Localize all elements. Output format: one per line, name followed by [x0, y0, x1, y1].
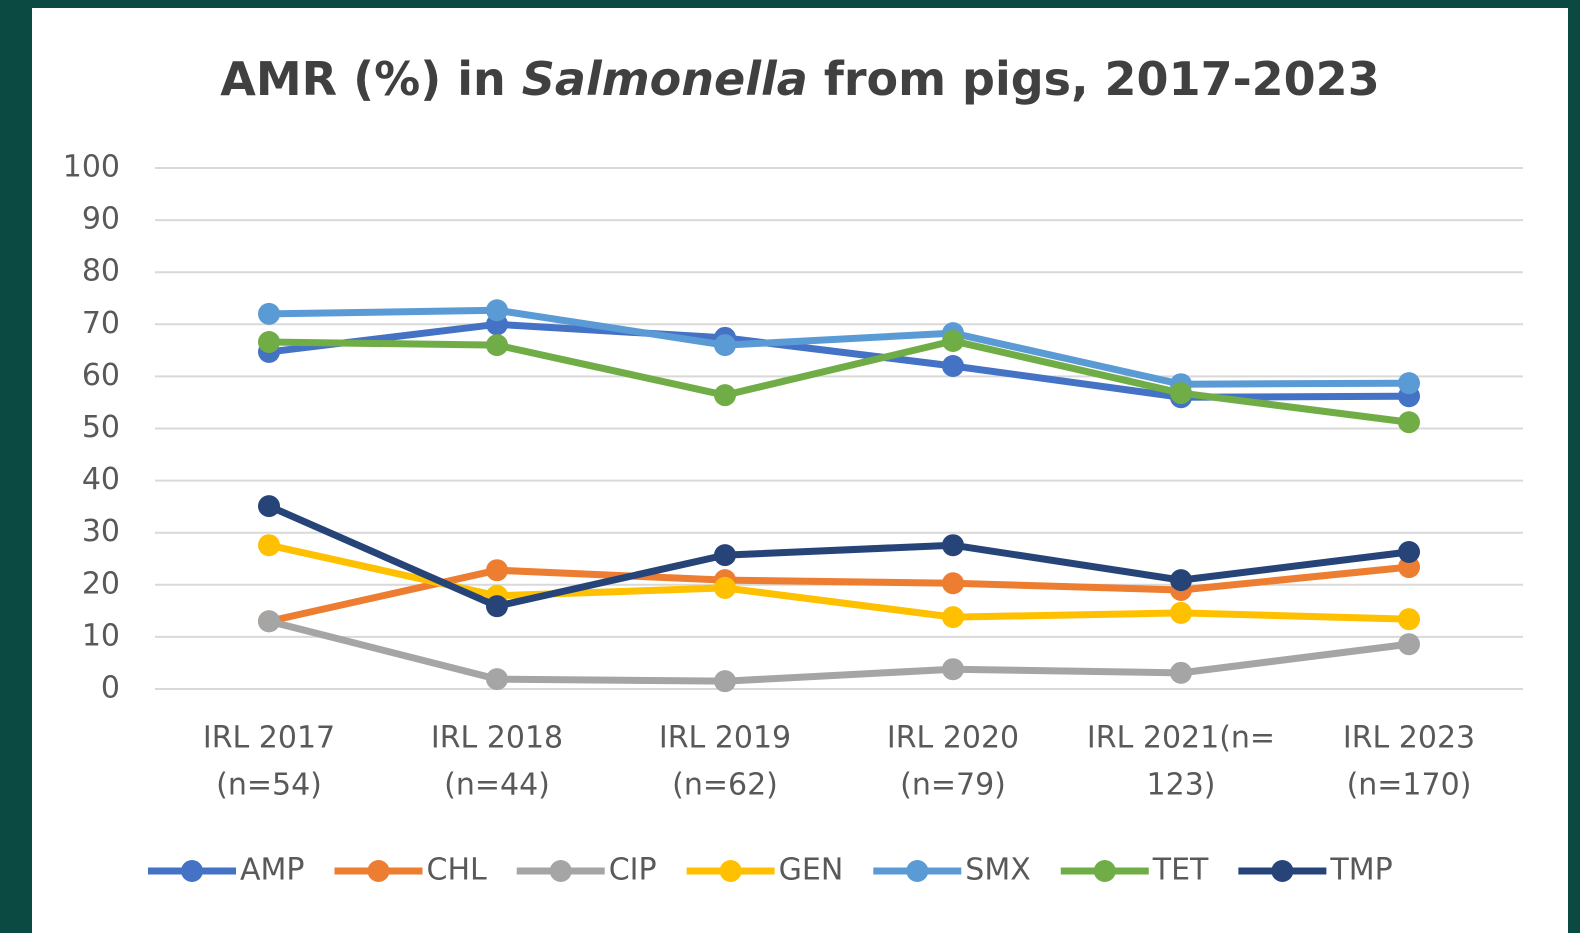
- legend-label: AMP: [240, 853, 305, 888]
- title-part: from pigs, 2017-2023: [824, 52, 1380, 106]
- y-tick-label: 40: [82, 462, 120, 497]
- y-tick-label: 50: [82, 410, 120, 445]
- x-tick-label: IRL 2017: [203, 721, 335, 756]
- x-tick-label: IRL 2020: [887, 721, 1019, 756]
- legend-marker: [1271, 860, 1294, 882]
- title-italic: Salmonella: [522, 52, 808, 106]
- y-tick-label: 80: [82, 254, 120, 289]
- data-point: [486, 299, 508, 322]
- data-point: [942, 534, 964, 557]
- legend-marker: [1093, 860, 1116, 882]
- data-point: [714, 334, 736, 357]
- title-part: AMR (%) in: [220, 52, 505, 106]
- data-point: [486, 334, 508, 357]
- legend-label: CHL: [427, 853, 488, 888]
- legend-marker: [549, 860, 572, 882]
- y-tick-label: 100: [63, 150, 120, 185]
- data-point: [942, 606, 964, 629]
- data-point: [1398, 633, 1420, 656]
- y-tick-label: 70: [82, 306, 120, 341]
- data-point: [1170, 569, 1192, 592]
- data-point: [1170, 601, 1192, 624]
- data-point: [258, 331, 280, 354]
- data-point: [1170, 382, 1192, 405]
- x-tick-label: 123): [1147, 768, 1216, 803]
- data-point: [1398, 608, 1420, 631]
- data-point: [942, 354, 964, 377]
- data-point: [1398, 540, 1420, 563]
- data-point: [714, 670, 736, 693]
- chart-panel: [32, 8, 1568, 933]
- data-point: [1398, 556, 1420, 579]
- x-tick-label: IRL 2019: [659, 721, 791, 756]
- legend-label: TMP: [1329, 853, 1392, 888]
- data-point: [942, 329, 964, 352]
- y-tick-label: 60: [82, 358, 120, 393]
- legend-marker: [719, 860, 742, 882]
- data-point: [486, 595, 508, 618]
- data-point: [942, 658, 964, 681]
- series-line: [268, 306, 1410, 388]
- x-tick-label: (n=62): [672, 768, 778, 803]
- legend-label: CIP: [609, 853, 657, 888]
- legend-label: SMX: [965, 853, 1030, 888]
- y-tick-label: 10: [82, 618, 120, 653]
- data-point: [714, 544, 736, 567]
- x-tick-label: (n=44): [444, 768, 550, 803]
- y-tick-label: 20: [82, 566, 120, 601]
- data-point: [258, 495, 280, 518]
- y-tick-label: 30: [82, 514, 120, 549]
- data-point: [1398, 372, 1420, 395]
- y-tick-label: 0: [101, 671, 120, 706]
- data-point: [486, 668, 508, 691]
- data-point: [1398, 411, 1420, 434]
- data-point: [942, 572, 964, 595]
- legend-marker: [367, 860, 390, 882]
- x-tick-label: (n=54): [216, 768, 322, 803]
- data-point: [486, 559, 508, 582]
- x-tick-label: IRL 2018: [431, 721, 563, 756]
- data-point: [258, 302, 280, 325]
- legend-label: GEN: [779, 853, 844, 888]
- legend-marker: [906, 860, 929, 882]
- legend-label: TET: [1152, 853, 1209, 888]
- chart-title: AMR (%) in Salmonella from pigs, 2017-20…: [220, 52, 1379, 106]
- x-tick-label: IRL 2023: [1343, 721, 1475, 756]
- data-point: [714, 576, 736, 599]
- legend-marker: [181, 860, 203, 882]
- x-tick-label: (n=170): [1347, 768, 1472, 803]
- x-tick-label: (n=79): [900, 768, 1006, 803]
- data-point: [258, 534, 280, 557]
- data-point: [714, 384, 736, 407]
- x-tick-label: IRL 2021(n=: [1087, 721, 1275, 756]
- series-line: [267, 502, 1410, 610]
- data-point: [258, 610, 280, 633]
- data-point: [1170, 661, 1192, 684]
- series-line: [268, 563, 1410, 625]
- y-tick-label: 90: [82, 202, 120, 237]
- series-line: [268, 337, 1410, 426]
- series-line: [268, 617, 1410, 685]
